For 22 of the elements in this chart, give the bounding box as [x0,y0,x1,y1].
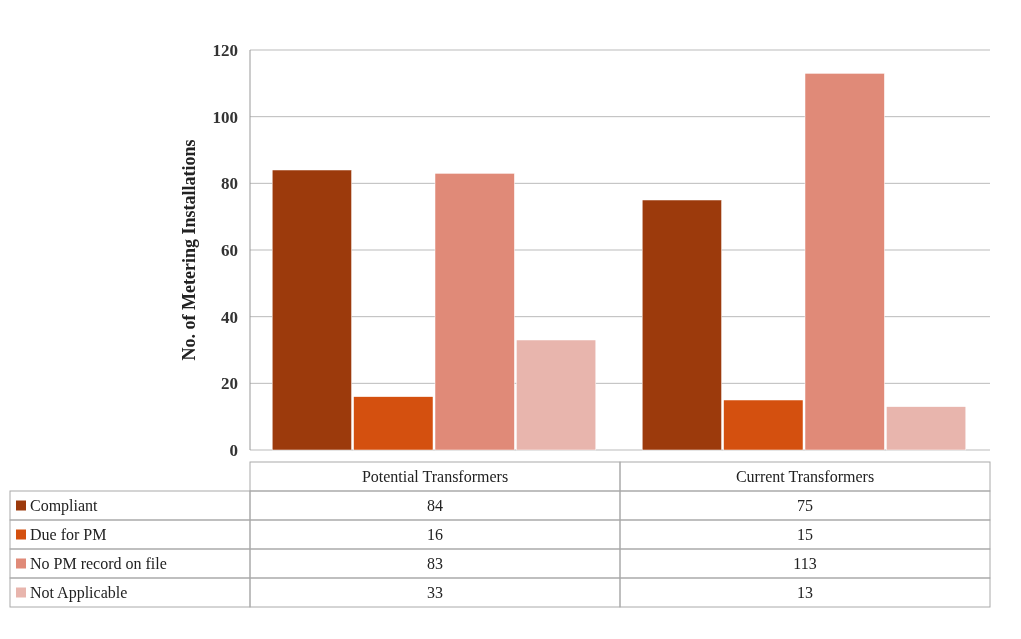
data-label: 113 [793,555,817,573]
data-label: 84 [427,497,443,515]
y-tick-label: 120 [212,40,238,60]
data-label: 13 [797,584,813,602]
x-tick-label: Potential Transformers [361,468,509,486]
data-label: 16 [427,526,443,544]
data-label: 33 [427,584,443,602]
y-axis-title: No. of Metering Installations [179,139,199,361]
legend-label: Compliant [30,497,99,516]
y-tick-label: 20 [221,374,238,394]
data-label: 83 [427,555,443,573]
legend-label: Due for PM [30,526,107,544]
y-tick-label: 60 [221,240,238,260]
data-label: 15 [797,526,813,544]
x-tick-label: Current Transformers [735,468,875,486]
y-tick-label: 80 [221,174,238,194]
legend-label: No PM record on file [30,555,167,573]
data-label: 75 [797,497,813,515]
legend-label: Not Applicable [30,584,128,603]
y-tick-label: 100 [212,107,238,127]
y-tick-label: 40 [221,307,238,327]
y-tick-label: 0 [229,440,238,460]
